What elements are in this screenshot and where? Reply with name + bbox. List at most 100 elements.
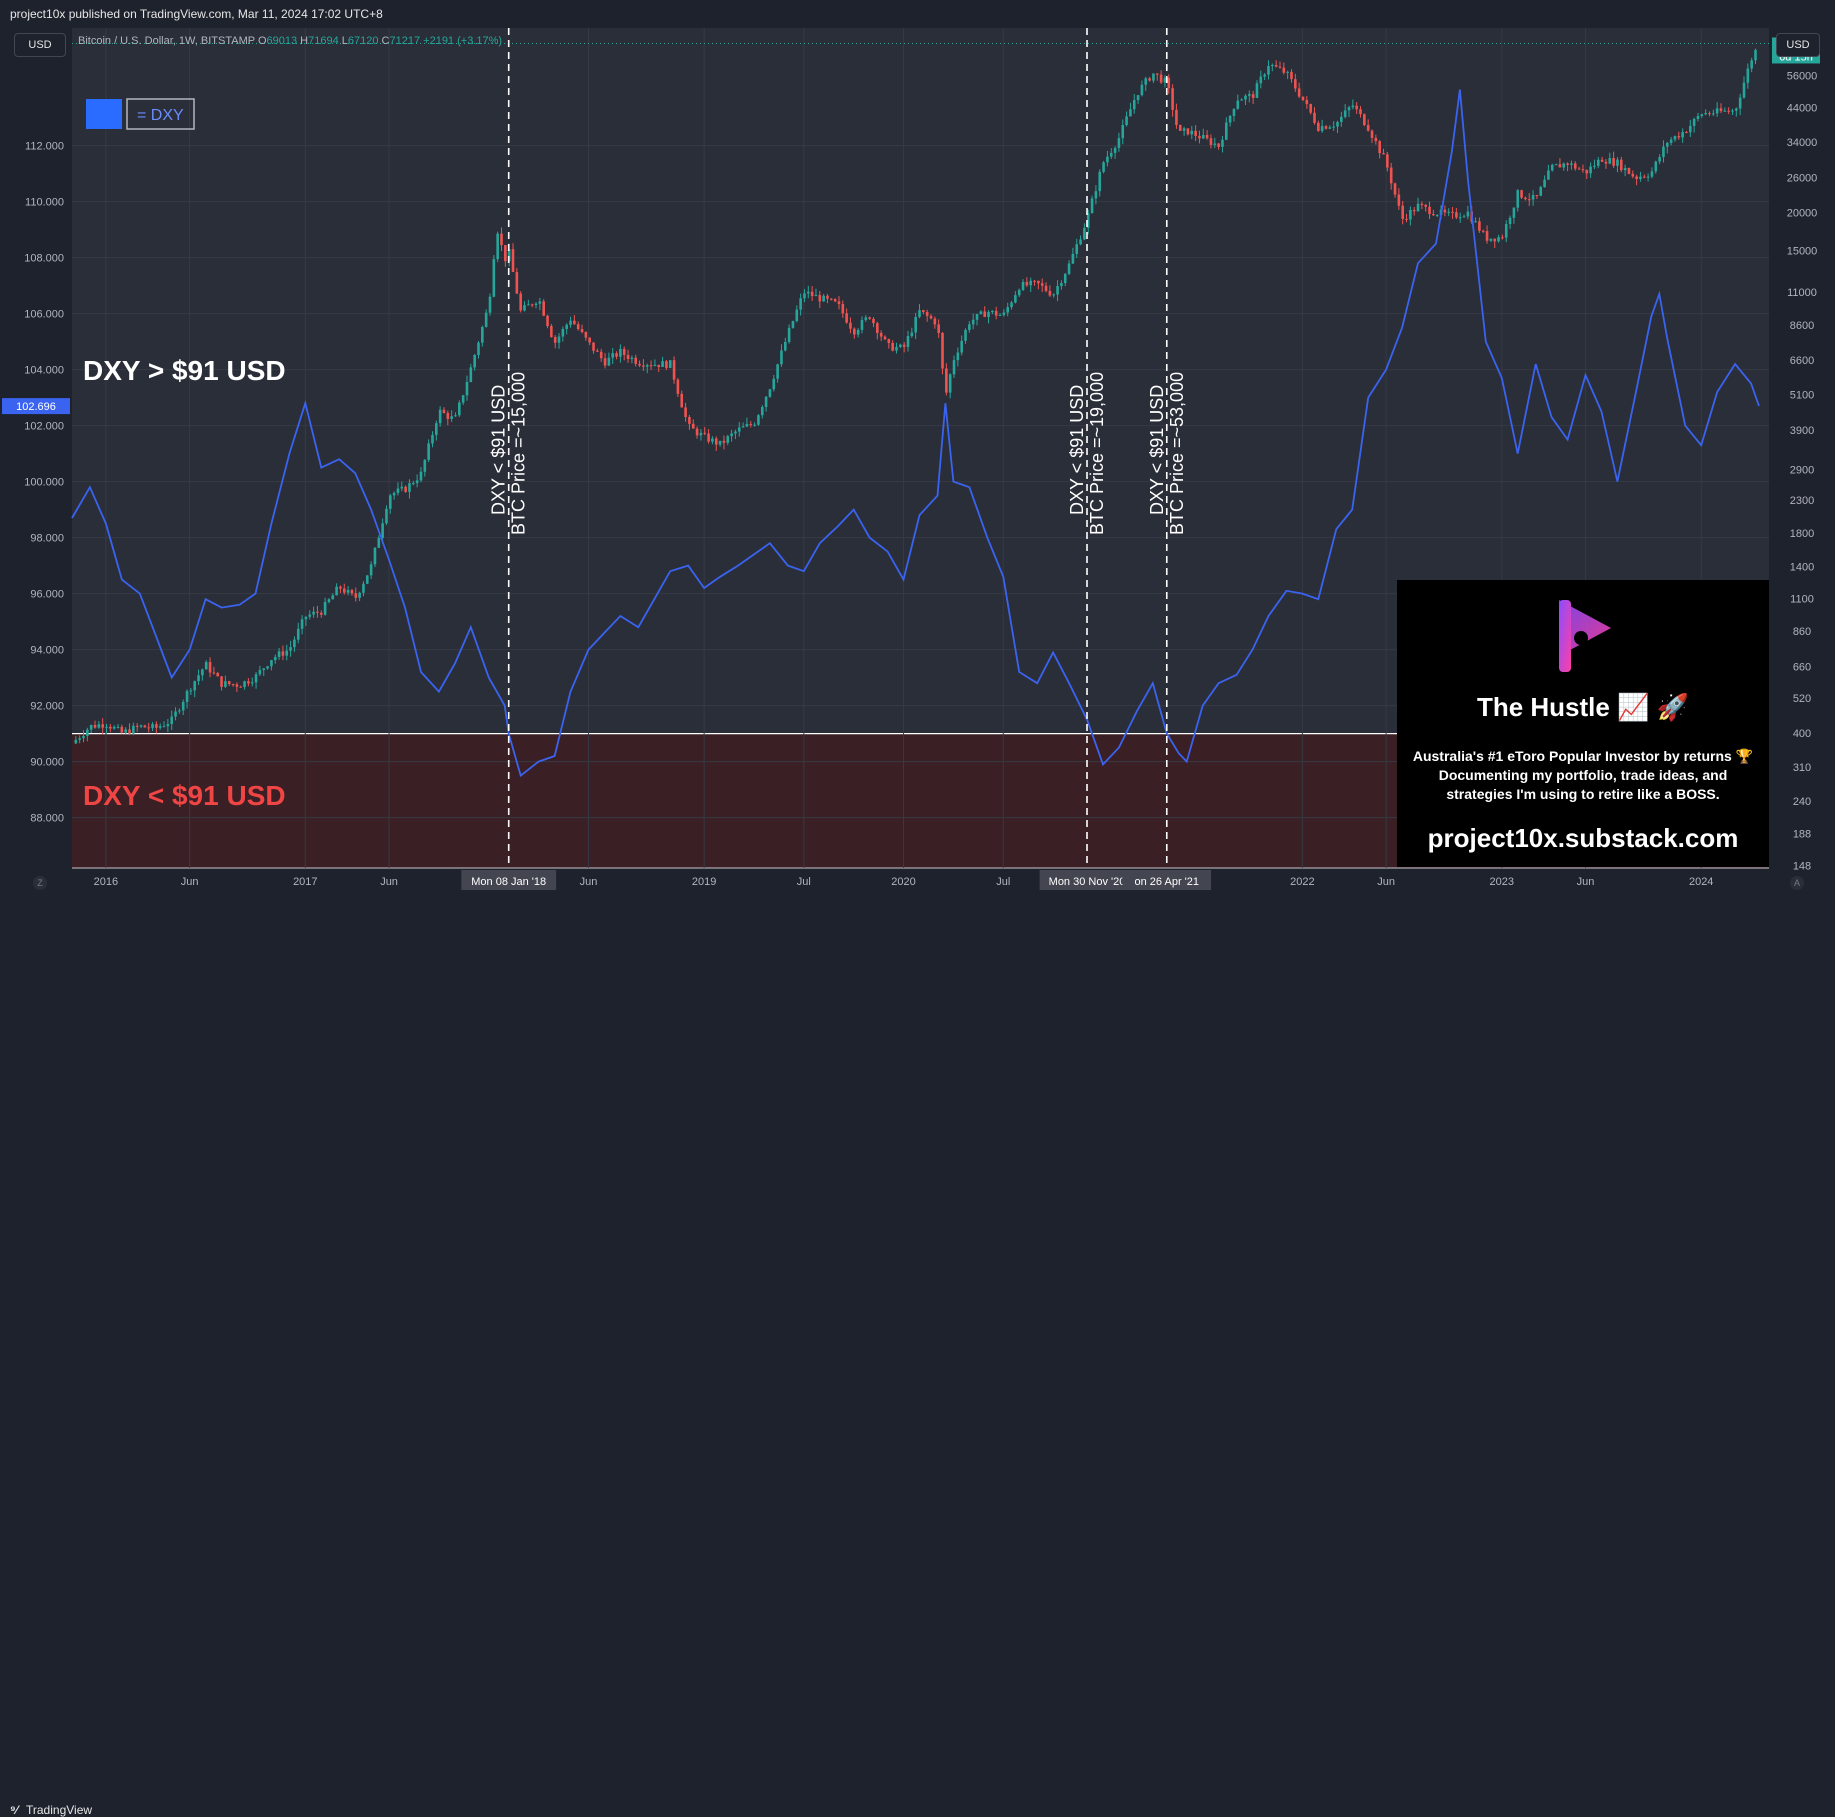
btc-candle [910, 332, 914, 337]
btc-candle [703, 432, 707, 434]
btc-candle [741, 426, 745, 428]
btc-candle [1094, 191, 1098, 199]
btc-candle [1619, 159, 1623, 171]
btc-candle [968, 324, 971, 330]
btc-candle [845, 313, 848, 323]
btc-candle [1669, 139, 1673, 143]
btc-candle [1320, 126, 1324, 131]
btc-candle [270, 660, 273, 667]
btc-candle [1374, 137, 1378, 142]
vertical-annotation-dxy: DXY < $91 USD [489, 385, 509, 515]
btc-candle [661, 361, 664, 368]
btc-candle [603, 358, 607, 366]
btc-candle [1600, 159, 1604, 162]
btc-candle [212, 672, 216, 674]
btc-candle [879, 332, 883, 337]
left-axis-tick: 100.000 [24, 477, 64, 489]
btc-candle [964, 329, 967, 341]
btc-candle [109, 726, 112, 729]
currency-button-right[interactable]: USD [1776, 33, 1820, 57]
btc-candle [1616, 159, 1619, 166]
btc-candle [300, 619, 304, 629]
btc-candle [1742, 82, 1746, 98]
btc-candle [718, 440, 722, 445]
btc-candle [1719, 108, 1723, 112]
btc-candle [450, 416, 453, 419]
btc-candle [1481, 230, 1485, 232]
btc-candle [1167, 77, 1171, 89]
btc-candle [1455, 212, 1458, 218]
btc-candle [1512, 207, 1516, 218]
x-axis-tick: 2017 [293, 876, 317, 888]
btc-candle [527, 304, 530, 306]
btc-candle [691, 423, 695, 429]
btc-candle [841, 303, 845, 314]
right-axis-tick: 400 [1793, 728, 1811, 740]
btc-candle [1029, 280, 1033, 286]
x-axis-tick: 2020 [891, 876, 915, 888]
btc-candle [806, 291, 810, 294]
btc-candle [941, 332, 944, 369]
btc-candle [174, 711, 177, 717]
btc-candle [1113, 147, 1117, 153]
left-axis-tick: 92.000 [30, 701, 64, 713]
btc-candle [289, 647, 292, 651]
currency-button-left[interactable]: USD [14, 33, 66, 57]
btc-candle [1052, 294, 1056, 296]
btc-candle [837, 301, 841, 304]
btc-candle [803, 293, 806, 299]
btc-candle [254, 674, 258, 683]
btc-candle [1428, 206, 1431, 215]
right-axis-tick: 8600 [1790, 320, 1814, 332]
btc-candle [1596, 159, 1600, 166]
right-axis-tick: 3900 [1790, 425, 1814, 437]
btc-candle [93, 724, 97, 728]
btc-candle [1274, 64, 1278, 67]
x-axis-tick: Jun [1577, 876, 1595, 888]
symbol-legend[interactable]: Bitcoin / U.S. Dollar, 1W, BITSTAMP O690… [78, 35, 502, 47]
btc-candle [1401, 205, 1404, 219]
btc-candle [1689, 125, 1692, 133]
tradingview-brand[interactable]: ⁹⁄ TradingView [10, 1803, 92, 1817]
btc-candle [983, 311, 986, 317]
dxy-legend-label: = DXY [137, 107, 184, 124]
btc-candle [1347, 107, 1351, 111]
btc-candle [404, 486, 407, 492]
btc-candle [1336, 122, 1339, 127]
ohlc-change: +2191 (+3.17%) [423, 35, 503, 47]
btc-candle [1704, 113, 1707, 115]
btc-candle [1715, 108, 1719, 114]
right-axis-tick: 1100 [1790, 593, 1814, 605]
btc-candle [473, 354, 476, 368]
left-axis-tick: 104.000 [24, 365, 64, 377]
btc-candle [1478, 221, 1481, 231]
btc-candle [1681, 132, 1684, 138]
btc-candle [1201, 134, 1205, 139]
right-axis-tick: 520 [1793, 693, 1811, 705]
x-axis-tick: Mon 30 Nov '20 [1049, 876, 1126, 888]
btc-candle [749, 423, 753, 425]
btc-candle [412, 483, 415, 485]
auto-scale-toggle[interactable]: A [1790, 876, 1804, 890]
btc-candle [776, 364, 779, 379]
btc-candle [442, 409, 446, 413]
btc-candle [1060, 283, 1063, 287]
btc-candle [392, 492, 396, 496]
btc-candle [258, 670, 262, 675]
btc-candle [619, 348, 622, 357]
btc-candle [791, 321, 795, 328]
zoom-toggle-left[interactable]: Z [33, 876, 47, 890]
btc-candle [1021, 281, 1025, 290]
btc-candle [1136, 95, 1140, 101]
btc-candle [937, 324, 940, 333]
btc-candle [231, 684, 235, 686]
btc-candle [1224, 122, 1228, 140]
btc-candle [1397, 194, 1401, 206]
btc-candle [1432, 214, 1435, 216]
btc-candle [519, 293, 522, 311]
btc-candle [1255, 83, 1259, 98]
right-axis-tick: 44000 [1787, 103, 1818, 115]
btc-candle [116, 726, 120, 728]
btc-candle [408, 483, 411, 492]
btc-candle [308, 614, 312, 617]
